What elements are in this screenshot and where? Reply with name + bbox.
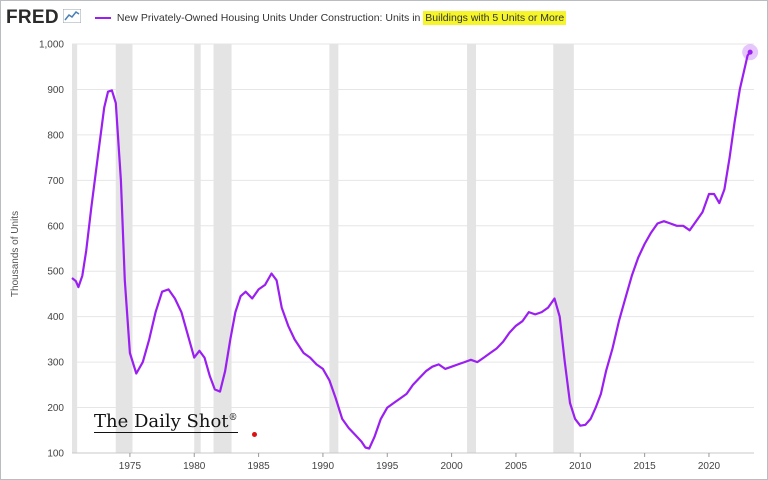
recession-band xyxy=(467,44,477,453)
legend-label[interactable]: New Privately-Owned Housing Units Under … xyxy=(116,11,567,25)
recession-band xyxy=(329,44,339,453)
y-tick-label: 200 xyxy=(47,403,64,414)
recession-layer xyxy=(72,44,574,453)
legend-swatch xyxy=(94,17,111,19)
x-tick-label: 2010 xyxy=(569,461,592,472)
y-tick-label: 400 xyxy=(47,312,64,323)
y-tick-label: 100 xyxy=(47,449,64,460)
fred-chart-icon xyxy=(62,8,82,28)
y-tick-label: 600 xyxy=(47,221,64,232)
daily-shot-text: The Daily Shot xyxy=(94,411,229,432)
x-tick-label: 1985 xyxy=(247,461,270,472)
x-tick-label: 2000 xyxy=(440,461,463,472)
y-tick-label: 300 xyxy=(47,358,64,369)
registered-mark: ® xyxy=(228,413,238,423)
x-tick-label: 2005 xyxy=(505,461,528,472)
last-point-marker xyxy=(747,49,753,55)
y-tick-label: 500 xyxy=(47,267,64,278)
legend-label-highlight: Buildings with 5 Units or More xyxy=(423,11,567,25)
x-tick-label: 1990 xyxy=(312,461,335,472)
chart-header: FRED New Privately-Owned Housing Units U… xyxy=(6,6,746,30)
y-tick-label: 800 xyxy=(47,130,64,141)
x-tick-label: 2020 xyxy=(698,461,721,472)
y-tick-label: 900 xyxy=(47,85,64,96)
daily-shot-watermark: The Daily Shot® xyxy=(94,408,238,433)
series-line xyxy=(71,51,751,450)
x-tick-label: 1995 xyxy=(376,461,399,472)
x-tick-label: 1975 xyxy=(119,461,142,472)
watermark-dot xyxy=(252,432,257,437)
series-layer xyxy=(71,44,759,450)
x-tick-label: 1980 xyxy=(183,461,206,472)
recession-band xyxy=(213,44,232,453)
fred-logo[interactable]: FRED xyxy=(6,7,59,28)
y-tick-label: 1,000 xyxy=(39,40,64,51)
x-tick-label: 2015 xyxy=(633,461,656,472)
axis-layer: 100 200 300 400 500 600 700 800 900 1,000 1975 1980… xyxy=(39,40,754,472)
recession-band xyxy=(194,44,201,453)
y-tick-label: 700 xyxy=(47,176,64,187)
recession-band xyxy=(72,44,78,453)
legend-label-prefix: New Privately-Owned Housing Units Under … xyxy=(116,12,424,24)
grid-layer xyxy=(72,43,754,454)
recession-band xyxy=(553,44,574,453)
